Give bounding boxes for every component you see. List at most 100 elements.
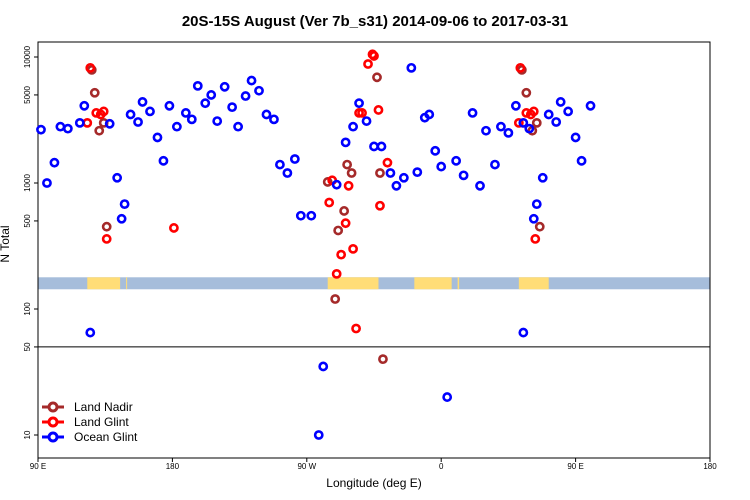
land-glint-point <box>101 234 112 244</box>
land-glint-point <box>515 62 526 73</box>
ocean-glint-point <box>85 327 96 338</box>
ocean-glint-point <box>528 213 539 224</box>
ocean-glint-point <box>412 167 423 178</box>
land-strip-segment <box>126 277 128 290</box>
ocean-glint-point <box>531 199 542 210</box>
ocean-glint-point <box>158 155 169 166</box>
ocean-glint-point <box>537 172 548 183</box>
ocean-glint-point <box>289 154 300 164</box>
ocean-glint-point <box>348 121 358 132</box>
ocean-glint-point <box>152 132 163 143</box>
x-tick-label: 90 E <box>30 462 46 471</box>
land-glint-point <box>528 106 539 117</box>
ocean-glint-point <box>116 213 127 224</box>
ocean-glint-point <box>518 327 529 338</box>
legend: Land Nadir Land Glint Ocean Glint <box>42 400 138 444</box>
ocean-glint-point <box>467 108 478 118</box>
ocean-glint-point <box>458 170 469 181</box>
data-points <box>36 49 596 440</box>
land-strip-segment <box>518 277 549 290</box>
land-nadir-point <box>342 159 353 170</box>
ocean-glint-point <box>200 98 211 109</box>
land-nadir-point <box>101 221 112 232</box>
ocean-glint-point <box>376 141 387 152</box>
ocean-glint-point <box>361 116 372 126</box>
legend-label-land-nadir: Land Nadir <box>74 400 133 414</box>
ocean-glint-point <box>192 80 203 91</box>
ocean-glint-point <box>261 109 272 120</box>
ocean-glint-point <box>555 97 566 107</box>
ocean-glint-point <box>164 100 175 111</box>
ocean-glint-point <box>510 100 521 111</box>
ocean-glint-point <box>576 155 587 166</box>
legend-item-land-nadir: Land Nadir <box>42 400 133 414</box>
ocean-glint-point <box>451 155 462 166</box>
land-nadir-point <box>94 125 105 136</box>
land-glint-point <box>382 157 393 168</box>
ocean-glint-point <box>391 180 402 191</box>
land-glint-point <box>348 243 358 254</box>
ocean-glint-point <box>551 117 562 127</box>
x-tick-label: 90 W <box>297 462 316 471</box>
ocean-glint-point <box>133 117 143 127</box>
land-strip-segment <box>327 277 379 290</box>
legend-label-land-glint: Land Glint <box>74 415 129 429</box>
ocean-glint-point <box>354 98 364 109</box>
y-tick-label: 500 <box>23 214 32 228</box>
ocean-glint-point <box>112 172 123 183</box>
land-glint-point <box>168 223 179 233</box>
x-tick-label: 0 <box>439 462 444 471</box>
y-tick-label: 50 <box>23 342 32 351</box>
y-tick-label: 1000 <box>23 174 32 192</box>
y-tick-label: 5000 <box>23 85 32 103</box>
ocean-glint-point <box>145 106 155 117</box>
land-glint-point <box>331 268 342 279</box>
ocean-glint-point <box>331 179 342 190</box>
chart-title: 20S-15S August (Ver 7b_s31) 2014-09-06 t… <box>182 13 568 30</box>
land-glint-point <box>363 59 373 69</box>
ocean-glint-point <box>171 121 182 132</box>
land-glint-point <box>336 249 347 260</box>
ocean-glint-point <box>543 109 554 120</box>
land-nadir-point <box>339 206 350 216</box>
y-tick-label: 10 <box>23 430 32 439</box>
ocean-glint-point <box>295 210 306 221</box>
ocean-glint-point <box>233 121 244 132</box>
y-tick-label: 100 <box>23 302 32 316</box>
ocean-glint-point <box>585 100 596 111</box>
ocean-glint-point <box>424 109 435 120</box>
ocean-glint-point <box>254 85 264 96</box>
land-glint-point <box>513 117 524 128</box>
ocean-glint-point <box>570 132 581 143</box>
ocean-glint-point <box>503 127 514 138</box>
y-tick-label: 10000 <box>23 45 32 68</box>
ocean-glint-point <box>436 161 447 172</box>
ocean-glint-point <box>442 392 453 402</box>
ocean-glint-point <box>219 81 230 92</box>
ocean-glint-point <box>79 100 90 111</box>
ocean-glint-point <box>246 75 257 86</box>
ocean-glint-point <box>385 168 396 178</box>
ocean-glint-point <box>406 62 417 73</box>
land-nadir-point <box>378 354 388 365</box>
ocean-glint-point <box>125 109 136 120</box>
land-glint-point <box>85 62 96 73</box>
land-nadir-point <box>346 168 357 178</box>
land-nadir-point <box>375 168 385 178</box>
ocean-glint-point <box>269 114 279 125</box>
x-tick-label: 180 <box>703 462 717 471</box>
land-strip-segment <box>87 277 121 290</box>
land-nadir-point <box>372 72 382 83</box>
land-strip-segment <box>457 277 460 290</box>
legend-marker-ocean-glint <box>47 431 59 443</box>
x-tick-label: 180 <box>166 462 180 471</box>
ocean-glint-point <box>430 145 441 156</box>
land-glint-point <box>357 108 367 118</box>
ocean-glint-point <box>240 91 251 101</box>
land-glint-point <box>375 200 385 211</box>
ocean-glint-point <box>62 123 73 134</box>
ocean-glint-point <box>313 430 324 440</box>
